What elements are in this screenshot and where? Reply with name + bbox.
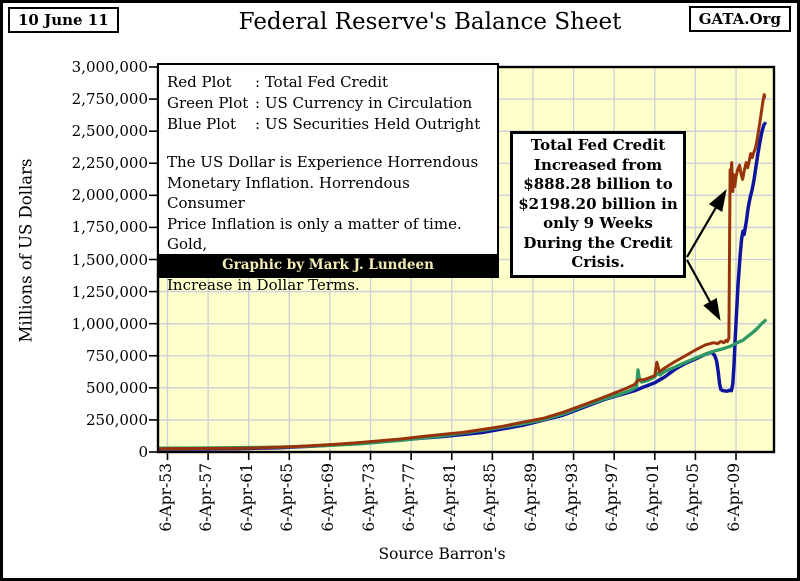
legend-entry-text: : US Currency in Circulation: [255, 94, 473, 112]
date-badge: 10 June 11: [8, 7, 119, 33]
y-tick-label: 2,500,000: [71, 122, 148, 141]
legend-entry-text: : US Securities Held Outright: [255, 115, 481, 133]
x-tick-label-text: 6-Apr-81: [440, 463, 459, 532]
series-line-us-securities-held-outright: [157, 121, 767, 451]
x-tick-label-text: 6-Apr-57: [197, 463, 216, 532]
x-tick-label-text: 6-Apr-97: [603, 463, 622, 532]
credit-bar: Graphic by Mark J. Lundeen: [159, 254, 497, 276]
legend-entry-green: Green Plot : US Currency in Circulation: [167, 93, 491, 114]
y-tick-label: 1,250,000: [71, 282, 148, 301]
legend-entry-red: Red Plot : Total Fed Credit: [167, 72, 491, 93]
x-tick-label-text: 6-Apr-09: [725, 463, 743, 532]
y-tick-label: 250,000: [85, 410, 148, 429]
gata-org-badge: GATA.Org: [688, 6, 791, 32]
y-tick-label: 2,000,000: [71, 186, 148, 205]
legend-entry-blue: Blue Plot : US Securities Held Outright: [167, 114, 491, 135]
legend-entry-label: Blue Plot: [167, 115, 237, 133]
y-tick-label: 1,750,000: [71, 218, 148, 237]
x-tick-label-text: 6-Apr-73: [359, 463, 378, 532]
y-tick-label: 3,000,000: [71, 58, 148, 76]
series-line-total-fed-credit: [157, 93, 767, 451]
x-axis-source-label: Source Barron's: [378, 545, 506, 563]
x-tick-label-text: 6-Apr-01: [643, 463, 662, 532]
y-tick-label: 2,750,000: [71, 90, 148, 109]
y-tick-label: 1,000,000: [71, 314, 148, 333]
y-axis-title-text: Millions of US Dollars: [16, 158, 36, 342]
y-tick-label: 750,000: [85, 346, 148, 365]
x-tick-label-text: 6-Apr-05: [684, 463, 703, 532]
date-badge-label: 10 June 11: [18, 11, 109, 29]
annotation-box: Total Fed Credit Increased from $888.28 …: [510, 131, 686, 278]
y-tick-label: 0: [138, 443, 148, 461]
gata-org-label: GATA.Org: [698, 10, 781, 28]
x-tick-label-text: 6-Apr-77: [400, 463, 419, 532]
page-title: Federal Reserve's Balance Sheet: [238, 9, 622, 35]
y-tick-label: 2,250,000: [71, 154, 148, 173]
x-tick-label-text: 6-Apr-85: [481, 463, 500, 532]
x-tick-label-text: 6-Apr-61: [237, 463, 256, 532]
x-tick-label-text: 6-Apr-93: [562, 463, 581, 532]
x-tick-label-text: 6-Apr-69: [318, 463, 337, 532]
legend-entry-label: Green Plot: [167, 94, 249, 112]
legend-entry-label: Red Plot: [167, 73, 232, 91]
legend-entry-text: : Total Fed Credit: [255, 73, 389, 91]
y-axis-title: Millions of US Dollars: [12, 0, 40, 500]
y-tick-label: 1,500,000: [71, 250, 148, 269]
x-tick-label-text: 6-Apr-53: [156, 463, 175, 532]
y-tick-label: 500,000: [85, 378, 148, 397]
x-tick-label-text: 6-Apr-89: [521, 463, 540, 532]
x-tick-label-text: 6-Apr-65: [278, 463, 297, 532]
legend-box: Red Plot : Total Fed Credit Green Plot :…: [157, 63, 499, 294]
